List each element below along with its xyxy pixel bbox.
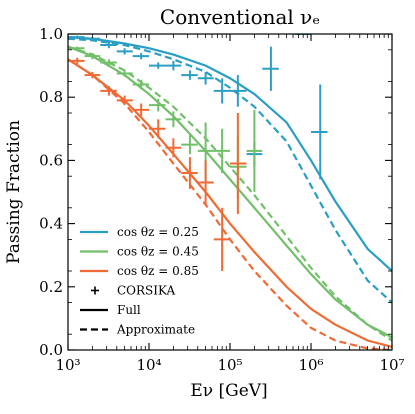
plot-area	[68, 34, 392, 350]
x-tick-label-1: 10⁴	[136, 356, 161, 374]
y-tick-label-3: 0.6	[39, 151, 63, 169]
legend-label-1: cos θz = 0.45	[117, 245, 199, 259]
y-tick-label-4: 0.8	[39, 88, 63, 106]
x-tick-label-2: 10⁵	[217, 356, 242, 374]
y-tick-label-5: 1.0	[39, 25, 63, 43]
y-tick-label-2: 0.4	[39, 215, 63, 233]
y-axis-label: Passing Fraction	[4, 120, 24, 264]
series-group	[68, 34, 392, 350]
chart-title: Conventional νₑ	[160, 5, 320, 29]
series-full-line-0	[68, 36, 392, 272]
legend: cos θz = 0.25 cos θz = 0.45 cos θz = 0.85 C…	[80, 225, 199, 337]
x-tick-label-3: 10⁶	[298, 356, 323, 374]
x-tick-label-4: 10⁷	[379, 356, 404, 374]
x-axis-label: Eν [GeV]	[190, 381, 267, 401]
y-tick-label-0: 0.0	[39, 341, 63, 359]
x-axis: 10³ 10⁴ 10⁵ 10⁶ 10⁷	[55, 34, 405, 374]
y-tick-label-1: 0.2	[39, 278, 63, 296]
legend-label-5: Approximate	[116, 323, 195, 337]
series-approximate-line-0	[68, 37, 392, 304]
legend-label-3: CORSIKA	[117, 284, 175, 298]
legend-label-4: Full	[117, 303, 141, 317]
legend-label-0: cos θz = 0.25	[117, 225, 199, 239]
legend-label-2: cos θz = 0.85	[117, 264, 199, 278]
x-tick-label-0: 10³	[55, 356, 80, 374]
y-axis: 0.0 0.2 0.4 0.6 0.8 1.0	[39, 25, 392, 359]
